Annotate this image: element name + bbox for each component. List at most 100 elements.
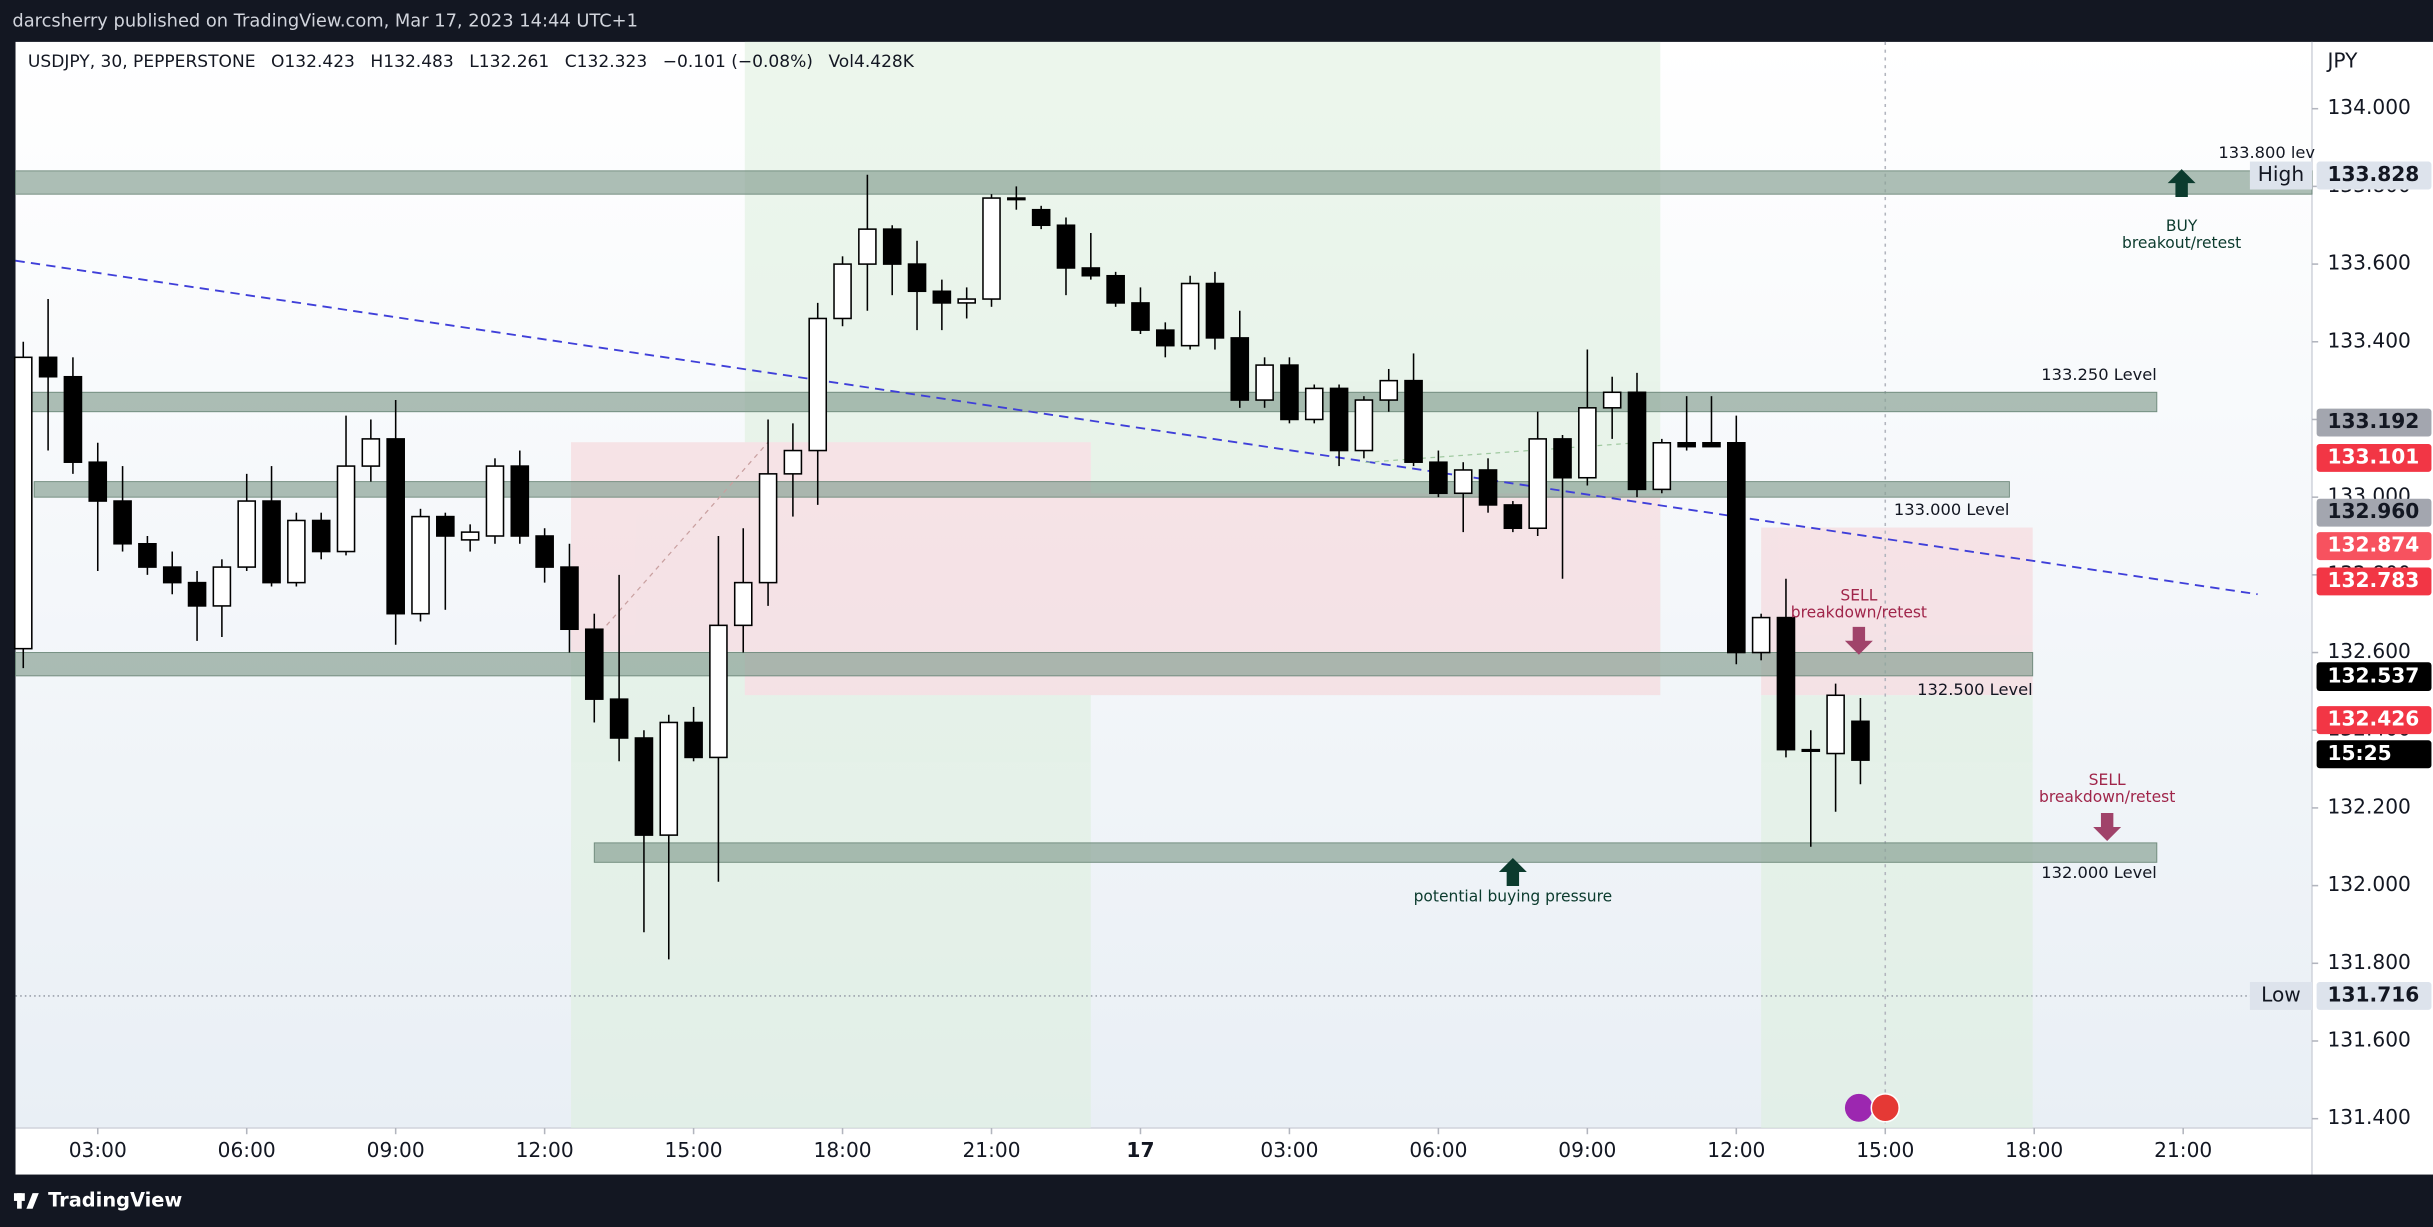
candle-body: [436, 515, 455, 537]
countdown: 15:25: [2327, 741, 2391, 765]
candle-body: [858, 228, 877, 265]
candle-body: [38, 356, 58, 378]
candle-body: [1677, 442, 1696, 448]
candle-body: [808, 317, 828, 452]
candle-body: [361, 438, 381, 467]
candle-body: [1106, 274, 1125, 304]
annotation-text: potential buying pressure: [1414, 887, 1613, 905]
candle-body: [386, 438, 405, 615]
price-tag: [2316, 161, 2432, 190]
arrow: [1844, 626, 1873, 655]
symbol-line: USDJPY, 30, PEPPERSTONE O132.423 H132.483 L…: [28, 52, 915, 72]
zone: [593, 842, 2158, 863]
price-tag: [2316, 981, 2432, 1010]
candle-body: [1056, 224, 1076, 269]
candle-body: [1007, 197, 1026, 201]
x-tick-label: 21:00: [962, 1138, 1020, 1162]
candle-body: [609, 698, 629, 739]
zone: [15, 170, 2313, 195]
zone-label: 133.800 lev: [2218, 143, 2315, 162]
x-tick-label: 09:00: [367, 1138, 425, 1162]
candle-body: [1354, 399, 1374, 452]
candle-body: [1031, 208, 1051, 227]
y-tick-label: 134.000: [2327, 95, 2410, 119]
price-tag-label: 133.101: [2327, 444, 2419, 468]
ohlc-value: L132.261: [469, 52, 549, 72]
price-tag-label: 132.426: [2327, 707, 2419, 731]
candle-body: [1230, 337, 1250, 401]
x-tick-label: 03:00: [1260, 1138, 1318, 1162]
candle-body: [187, 581, 207, 607]
candle-body: [1131, 302, 1150, 331]
annotation-text: breakout/retest: [2122, 234, 2241, 252]
candle-body: [88, 461, 108, 502]
candle-body: [1155, 329, 1175, 347]
annotations: BUYbreakout/retestSELLbreakdown/retestSE…: [1414, 169, 2241, 905]
time-axis: [15, 1128, 2312, 1175]
candle-body: [336, 465, 356, 553]
candle-body: [1702, 442, 1721, 448]
price-tag-label: 131.716: [2327, 982, 2419, 1006]
tag-box: [2249, 981, 2312, 1010]
candle-body: [1726, 442, 1746, 654]
annotation-text: SELL: [1840, 586, 1877, 604]
volume: Vol4.428K: [828, 52, 914, 72]
price-tag-label: 132.783: [2327, 568, 2419, 592]
x-tick-label: 03:00: [69, 1138, 127, 1162]
zone-label: 132.000 Level: [2041, 863, 2156, 882]
candle-body: [63, 375, 83, 463]
footer-logo: [13, 1193, 39, 1209]
zone-label: 132.500 Level: [1917, 680, 2032, 699]
x-tick-label: 12:00: [1707, 1138, 1765, 1162]
y-tick-label: 133.600: [2327, 251, 2410, 275]
candle-body: [1851, 720, 1870, 761]
x-tick-label: 06:00: [218, 1138, 276, 1162]
x-tick-label: 17: [1126, 1138, 1154, 1162]
candle-body: [1081, 267, 1101, 277]
candle-body: [510, 465, 530, 537]
candle-body: [1553, 438, 1572, 479]
x-tick-label: 06:00: [1409, 1138, 1467, 1162]
candle-body: [634, 737, 654, 836]
price-tag-label: 132.960: [2327, 499, 2419, 523]
y-tick-label: 131.800: [2327, 950, 2410, 974]
candle-body: [709, 624, 728, 759]
candles: [13, 174, 1870, 960]
candle-body: [1280, 364, 1299, 421]
x-tick-label: 12:00: [516, 1138, 574, 1162]
logo-part: [26, 1193, 39, 1209]
candle-body: [907, 263, 927, 293]
ohlc-value: H132.483: [370, 52, 453, 72]
annotation-text: breakdown/retest: [2039, 788, 2175, 806]
annotation-text: BUY: [2166, 217, 2198, 235]
candle-body: [1503, 504, 1523, 530]
price-tag-label: 132.874: [2327, 533, 2419, 557]
tag-label: High: [2258, 162, 2304, 186]
path-line: [593, 441, 769, 640]
candle-body: [1578, 407, 1597, 479]
y-tick-label: 131.400: [2327, 1105, 2410, 1129]
arrow: [1498, 858, 1527, 886]
brand: TradingView: [48, 1188, 182, 1211]
currency: JPY: [2325, 49, 2358, 73]
candle-body: [560, 566, 579, 631]
x-tick-label: 15:00: [1856, 1138, 1914, 1162]
candle-body: [932, 290, 952, 304]
x-tick-label: 15:00: [665, 1138, 723, 1162]
candle-body: [1751, 616, 1771, 654]
symbol: USDJPY, 30, PEPPERSTONE: [28, 52, 256, 72]
candle-body: [1379, 379, 1399, 401]
candle-body: [1602, 391, 1622, 409]
trend-line: [15, 259, 2258, 596]
green-box: [1761, 695, 2033, 1129]
zones: 133.800 lev 133.250 Level 133.000 Level 132…: [15, 143, 2315, 882]
candle-body: [1776, 616, 1796, 751]
candle-body: [882, 228, 902, 265]
event-icon: [1844, 1093, 1873, 1122]
candle-body: [1304, 387, 1324, 421]
y-tick-label: 132.200: [2327, 794, 2410, 818]
candle-body: [684, 721, 703, 759]
event-icon: [1870, 1093, 1901, 1123]
